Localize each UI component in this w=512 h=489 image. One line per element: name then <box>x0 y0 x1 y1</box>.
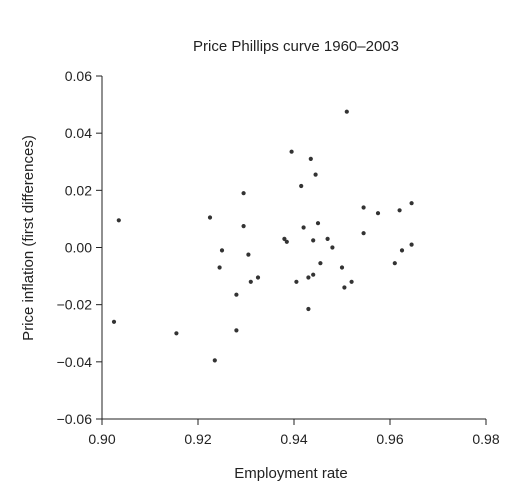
x-tick-label: 0.96 <box>376 431 403 447</box>
data-point <box>217 265 222 270</box>
y-tick-label: −0.06 <box>57 411 93 427</box>
data-point <box>318 261 323 266</box>
y-axis-label: Price inflation (first differences) <box>20 135 37 341</box>
data-point <box>342 285 347 290</box>
data-point <box>361 205 366 210</box>
y-axis-ticks: −0.06 −0.04 −0.02 0.00 0.02 0.04 0.06 <box>57 68 102 427</box>
data-point <box>311 238 316 243</box>
data-point <box>207 215 213 220</box>
data-point <box>234 292 239 297</box>
data-point <box>313 172 318 177</box>
data-point <box>234 328 239 333</box>
x-tick-label: 0.92 <box>184 431 211 447</box>
data-point <box>325 236 330 241</box>
axes <box>101 76 486 420</box>
data-point <box>111 319 117 324</box>
y-tick-label: −0.02 <box>57 297 93 313</box>
data-point <box>311 272 316 277</box>
data-point <box>299 183 304 189</box>
x-axis-label: Employment rate <box>234 465 347 482</box>
data-point <box>349 279 354 284</box>
x-tick-label: 0.90 <box>88 431 115 447</box>
data-point <box>294 279 299 284</box>
data-point <box>174 331 179 336</box>
data-point <box>308 156 313 161</box>
data-point <box>375 211 381 216</box>
data-point <box>409 201 414 206</box>
data-point <box>397 208 402 213</box>
data-point <box>392 261 397 266</box>
data-points <box>111 109 414 363</box>
data-point <box>409 242 414 247</box>
y-tick-label: 0.04 <box>65 125 92 141</box>
data-point <box>212 358 217 363</box>
chart-title: Price Phillips curve 1960–2003 <box>193 38 399 55</box>
data-point <box>306 306 311 312</box>
data-point <box>306 275 311 280</box>
data-point <box>219 248 225 253</box>
x-tick-label: 0.98 <box>472 431 499 447</box>
data-point <box>255 275 261 280</box>
data-point <box>344 109 349 114</box>
data-point <box>246 252 251 257</box>
data-point <box>399 248 405 253</box>
data-point <box>361 231 366 236</box>
data-point <box>116 218 121 223</box>
y-tick-label: 0.00 <box>65 240 92 256</box>
data-point <box>301 225 306 230</box>
x-tick-label: 0.94 <box>280 431 307 447</box>
y-tick-label: 0.02 <box>65 182 92 198</box>
data-point <box>330 245 335 250</box>
data-point <box>282 236 287 241</box>
data-point <box>289 149 294 154</box>
y-tick-label: −0.04 <box>57 354 93 370</box>
data-point <box>241 224 246 229</box>
data-point <box>339 265 345 270</box>
data-point <box>241 191 246 196</box>
data-point <box>315 221 321 226</box>
y-tick-label: 0.06 <box>65 68 92 84</box>
x-axis-ticks: 0.90 0.92 0.94 0.96 0.98 <box>88 419 500 447</box>
data-point <box>284 239 289 244</box>
data-point <box>248 279 253 284</box>
